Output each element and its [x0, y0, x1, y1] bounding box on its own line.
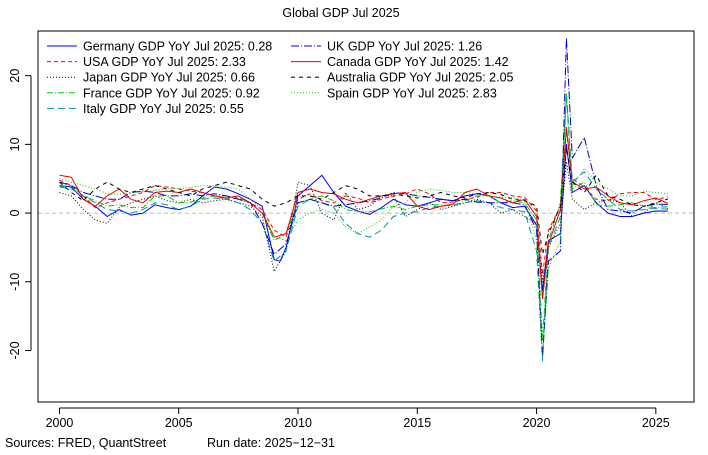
y-tick-label: -10 — [8, 273, 22, 291]
legend-label-3: Japan GDP YoY Jul 2025: 0.66 — [83, 71, 255, 85]
series-line-6 — [59, 37, 668, 358]
series-line-4 — [59, 95, 668, 341]
footer-run-date: Run date: 2025−12−31 — [207, 436, 335, 450]
series-line-7 — [59, 126, 669, 300]
x-tick-label: 2020 — [523, 416, 551, 430]
series-line-3 — [59, 161, 669, 283]
y-tick-label: 20 — [8, 69, 22, 83]
series-line-1 — [59, 143, 668, 292]
plot-frame — [37, 30, 695, 403]
y-tick-label: -20 — [8, 341, 22, 359]
y-tick-label: 10 — [8, 137, 22, 151]
legend-label-2: USA GDP YoY Jul 2025: 2.33 — [83, 55, 246, 69]
legend-label-7: Canada GDP YoY Jul 2025: 1.42 — [327, 55, 509, 69]
x-tick-label: 2000 — [46, 416, 74, 430]
legend-label-5: Italy GDP YoY Jul 2025: 0.55 — [83, 102, 244, 116]
legend-label-8: Australia GDP YoY Jul 2025: 2.05 — [327, 71, 514, 85]
x-tick-label: 2005 — [165, 416, 193, 430]
x-tick-label: 2025 — [642, 416, 670, 430]
series-line-5 — [59, 92, 668, 362]
legend-label-9: Spain GDP YoY Jul 2025: 2.83 — [327, 86, 497, 100]
legend-label-4: France GDP YoY Jul 2025: 0.92 — [83, 86, 260, 100]
chart-title: Global GDP Jul 2025 — [282, 6, 399, 20]
legend-label-6: UK GDP YoY Jul 2025: 1.26 — [327, 40, 482, 54]
series-line-9 — [59, 92, 668, 358]
x-tick-label: 2015 — [403, 416, 431, 430]
legend-label-1: Germany GDP YoY Jul 2025: 0.28 — [83, 40, 272, 54]
x-tick-label: 2010 — [284, 416, 312, 430]
y-tick-label: 0 — [8, 210, 22, 217]
footer-sources: Sources: FRED, QuantStreet — [5, 436, 167, 450]
series-line-8 — [59, 147, 668, 255]
